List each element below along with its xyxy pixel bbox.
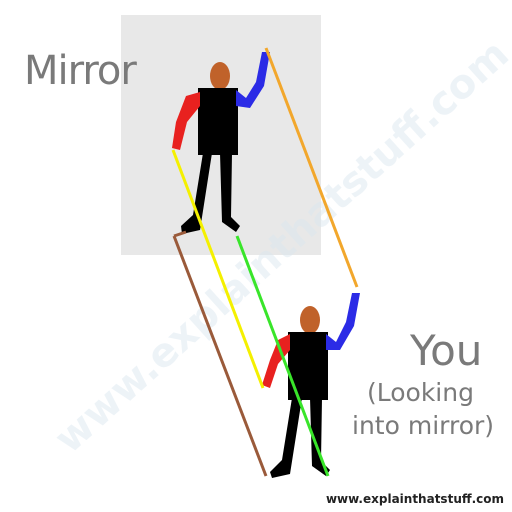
viewer-left-leg [270, 398, 302, 478]
reflected-left-arm [172, 92, 200, 150]
viewer-right-arm [326, 293, 360, 350]
credit-link[interactable]: www.explainthatstuff.com [325, 492, 504, 506]
reflected-figure [172, 52, 270, 234]
viewer-head [300, 306, 320, 334]
brown-line-top [173, 230, 187, 238]
viewer-left-arm [262, 334, 290, 388]
reflected-torso [198, 88, 238, 155]
you-label: You [410, 326, 483, 375]
brown-line [172, 235, 268, 477]
viewer-right-leg [310, 398, 330, 476]
yellow-line [171, 149, 265, 389]
green-line [235, 235, 330, 477]
reflected-right-arm [236, 52, 270, 108]
reflected-left-leg [181, 153, 212, 234]
mirror-label: Mirror [24, 48, 137, 94]
you-subtitle-line1: (Looking [367, 378, 474, 407]
viewer-figure [262, 293, 360, 478]
reflected-head [210, 62, 230, 90]
orange-line-upper [264, 47, 359, 288]
you-subtitle-line2: into mirror) [352, 411, 495, 440]
reflected-right-leg [220, 153, 240, 232]
